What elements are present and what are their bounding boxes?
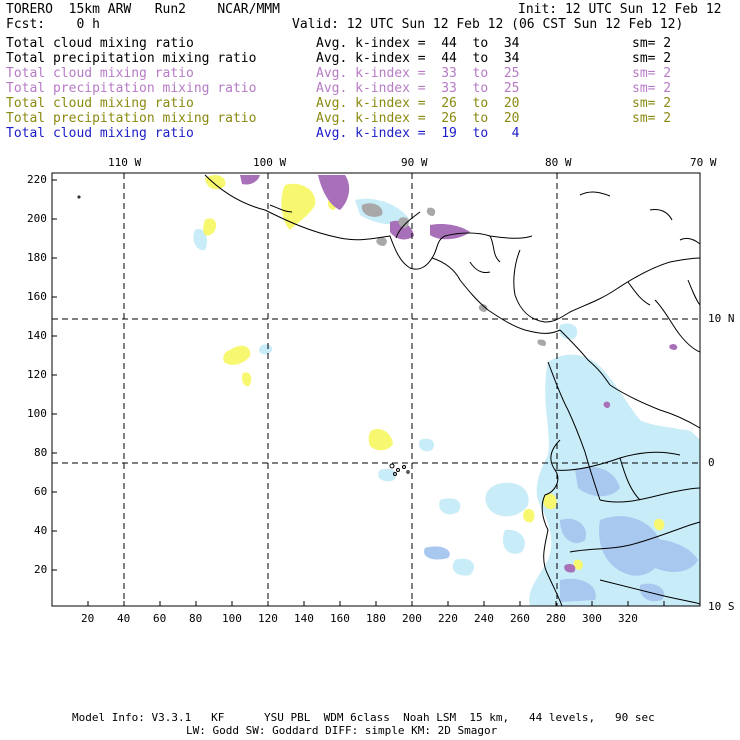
y-tick-label: 80 — [34, 446, 48, 459]
y-tick-label: 180 — [27, 251, 47, 264]
x-tick-label: 80 — [189, 612, 203, 625]
x-tick-label: 180 — [366, 612, 386, 625]
y-tick-label: 60 — [34, 485, 48, 498]
legend-field: Total precipitation mixing ratio — [6, 51, 257, 66]
legend-kindex: Avg. k-index = 44 to 34 — [316, 51, 520, 66]
legend-smoothing: sm= 2 — [632, 36, 672, 51]
x-tick-label: 320 — [618, 612, 638, 625]
model-title: TORERO 15km ARW Run2 NCAR/MMM — [6, 2, 280, 17]
x-tick-label: 120 — [258, 612, 278, 625]
coastlines — [77, 174, 701, 607]
y-tick-label: 120 — [27, 368, 47, 381]
legend-kindex: Avg. k-index = 26 to 20 — [316, 111, 520, 126]
init-time: Init: 12 UTC Sun 12 Feb 12 — [518, 2, 722, 17]
valid-time: Valid: 12 UTC Sun 12 Feb 12 (06 CST Sun … — [292, 17, 684, 32]
legend-field: Total precipitation mixing ratio — [6, 81, 257, 96]
precip-field-purple — [240, 175, 678, 573]
legend-smoothing: sm= 2 — [632, 66, 672, 81]
y-tick-label: 200 — [27, 212, 47, 225]
x-tick-label: 40 — [117, 612, 131, 625]
y-tick-label: 140 — [27, 329, 47, 342]
forecast-hour: Fcst: 0 h — [6, 17, 100, 32]
lon-label-90w: 90 W — [401, 156, 428, 169]
lat-label-equator: 0 — [708, 456, 715, 469]
x-tick-label: 280 — [546, 612, 566, 625]
y-tick-label: 160 — [27, 290, 47, 303]
x-ticks — [87, 601, 665, 606]
legend-kindex: Avg. k-index = 19 to 4 — [316, 126, 520, 141]
legend-field: Total cloud mixing ratio — [6, 126, 194, 141]
x-tick-label: 100 — [222, 612, 242, 625]
legend-field: Total cloud mixing ratio — [6, 96, 194, 111]
y-tick-label: 20 — [34, 563, 48, 576]
lat-label-10n: 10 N — [708, 312, 735, 325]
x-tick-label: 160 — [330, 612, 350, 625]
y-tick-label: 220 — [27, 173, 47, 186]
legend-kindex: Avg. k-index = 26 to 20 — [316, 96, 520, 111]
lat-label-10s: 10 S — [708, 600, 735, 613]
model-info-line1: Model Info: V3.3.1 KF YSU PBL WDM 6class… — [72, 711, 655, 724]
x-tick-label: 20 — [81, 612, 95, 625]
lon-label-100w: 100 W — [253, 156, 287, 169]
x-tick-label: 260 — [510, 612, 530, 625]
legend-field: Total cloud mixing ratio — [6, 66, 194, 81]
x-tick-label: 220 — [438, 612, 458, 625]
x-tick-label: 140 — [294, 612, 314, 625]
legend-kindex: Avg. k-index = 44 to 34 — [316, 36, 520, 51]
x-tick-label: 240 — [474, 612, 494, 625]
x-tick-label: 200 — [402, 612, 422, 625]
lon-label-110w: 110 W — [108, 156, 142, 169]
y-ticks — [52, 179, 57, 571]
y-tick-label: 40 — [34, 524, 48, 537]
model-info-line2: LW: Godd SW: Goddard DIFF: simple KM: 2D… — [186, 724, 498, 737]
precip-field-yellow — [203, 175, 665, 570]
x-tick-label: 60 — [153, 612, 167, 625]
legend-smoothing: sm= 2 — [632, 111, 672, 126]
lon-label-80w: 80 W — [545, 156, 572, 169]
lon-label-70w: 70 W — [690, 156, 717, 169]
legend-smoothing: sm= 2 — [632, 81, 672, 96]
legend-smoothing: sm= 2 — [632, 96, 672, 111]
cloud-field-gray — [361, 203, 547, 346]
legend-kindex: Avg. k-index = 33 to 25 — [316, 81, 520, 96]
legend-kindex: Avg. k-index = 33 to 25 — [316, 66, 520, 81]
cloud-field-blue — [424, 466, 698, 602]
legend-field: Total precipitation mixing ratio — [6, 111, 257, 126]
y-tick-label: 100 — [27, 407, 47, 420]
x-tick-label: 300 — [582, 612, 602, 625]
lat-lon-grid — [52, 173, 700, 606]
legend-field: Total cloud mixing ratio — [6, 36, 194, 51]
legend-smoothing: sm= 2 — [632, 51, 672, 66]
